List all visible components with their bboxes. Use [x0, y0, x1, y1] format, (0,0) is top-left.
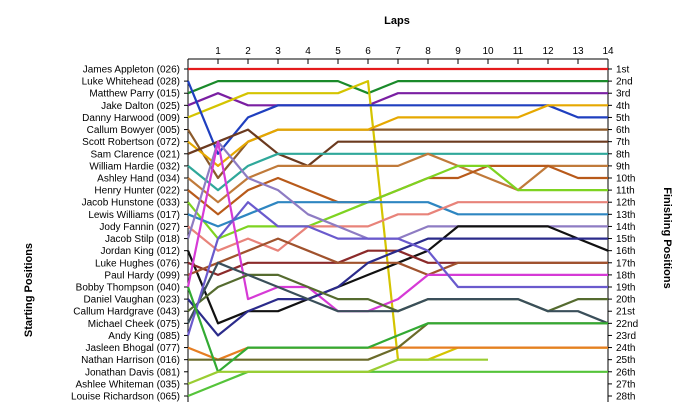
starting-position-label: Ashlee Whiteman (035) [76, 379, 181, 390]
finishing-position-label: 10th [616, 174, 635, 185]
starting-position-label: Matthew Parry (015) [89, 89, 180, 100]
starting-position-label: Andy King (085) [108, 331, 180, 342]
series-line-18 [187, 237, 608, 276]
series-line-5 [186, 80, 608, 155]
x-tick-label: 5 [335, 46, 341, 57]
finishing-position-label: 13th [616, 210, 635, 221]
series-line-9 [187, 152, 608, 192]
starting-position-label: Jake Dalton (025) [101, 101, 180, 112]
starting-position-label: Jacob Stilp (018) [105, 234, 180, 245]
starting-position-label: Luke Whitehead (028) [82, 77, 180, 88]
starting-position-label: Jody Fannin (027) [99, 222, 180, 233]
series-line-26 [186, 286, 608, 373]
x-tick-label: 13 [572, 46, 584, 57]
finishing-position-label: 24th [616, 343, 635, 354]
finishing-position-label: 21st [616, 307, 635, 318]
finishing-position-label: 26th [616, 367, 635, 378]
x-tick-label: 12 [542, 46, 554, 57]
starting-position-label: Scott Robertson (072) [82, 137, 180, 148]
x-tick-label: 1 [215, 46, 221, 57]
x-tick-label: 7 [395, 46, 401, 57]
finishing-position-label: 4th [616, 101, 630, 112]
x-tick-label: 2 [245, 46, 251, 57]
starting-position-label: Sam Clarence (021) [91, 149, 180, 160]
starting-position-label: Henry Hunter (022) [94, 186, 180, 197]
series-line-4 [187, 80, 608, 361]
finishing-position-label: 2nd [616, 77, 633, 88]
starting-position-label: Callum Hardgrave (043) [73, 307, 180, 318]
finishing-position-label: 22nd [616, 319, 638, 330]
finishing-position-label: 3rd [616, 89, 630, 100]
series-line-28 [187, 358, 488, 385]
finishing-position-label: 15th [616, 234, 635, 245]
finishing-position-label: 9th [616, 161, 630, 172]
x-tick-label: 6 [365, 46, 371, 57]
chart-title: Laps [384, 15, 410, 27]
series-line-2 [187, 80, 608, 95]
finishing-position-label: 16th [616, 246, 635, 257]
starting-position-label: Callum Bowyer (005) [87, 125, 180, 136]
starting-position-label: Ashley Hand (034) [97, 174, 180, 185]
starting-position-label: Jordan King (012) [101, 246, 181, 257]
finishing-position-label: 25th [616, 355, 635, 366]
series-line-14 [187, 201, 608, 252]
starting-position-label: Bobby Thompson (040) [76, 283, 180, 294]
finishing-position-label: 1st [616, 65, 630, 76]
finishing-position-label: 12th [616, 198, 635, 209]
starting-position-label: Daniel Vaughan (023) [83, 295, 180, 306]
series-line-8 [187, 128, 608, 167]
starting-position-label: Michael Cheek (075) [88, 319, 180, 330]
finishing-position-label: 28th [616, 392, 635, 403]
x-tick-label: 9 [455, 46, 461, 57]
starting-position-label: William Hardie (032) [89, 161, 180, 172]
series-line-27 [187, 370, 608, 398]
series-line-22 [187, 261, 609, 325]
series-lines [186, 67, 609, 398]
starting-position-label: Luke Hughes (076) [95, 258, 180, 269]
finishing-position-label: 17th [616, 258, 635, 269]
starting-position-label: James Appleton (026) [83, 65, 180, 76]
axes [184, 58, 612, 402]
finishing-position-label: 6th [616, 125, 630, 136]
starting-position-label: Paul Hardy (099) [104, 270, 180, 281]
finishing-position-label: 11th [616, 186, 635, 197]
finishing-position-label: 7th [616, 137, 630, 148]
x-tick-label: 14 [602, 46, 614, 57]
series-line-20 [187, 237, 608, 337]
x-tick-label: 11 [513, 46, 524, 57]
right-axis-label: Finishing Positions [661, 187, 673, 288]
starting-position-label: Jasleen Bhogal (077) [85, 343, 180, 354]
finishing-position-label: 23rd [616, 331, 636, 342]
finishing-position-label: 20th [616, 295, 635, 306]
starting-position-label: Louise Richardson (065) [71, 392, 180, 403]
left-axis-label: Starting Positions [23, 243, 35, 337]
finishing-position-label: 8th [616, 149, 630, 160]
series-line-3 [187, 92, 608, 107]
x-tick-label: 3 [275, 46, 281, 57]
starting-position-label: Danny Harwood (009) [82, 113, 180, 124]
finishing-position-label: 18th [616, 270, 635, 281]
starting-position-label: Jonathan Davis (081) [85, 367, 180, 378]
series-line-12 [187, 164, 608, 240]
series-line-7 [187, 104, 608, 167]
x-tick-label: 4 [305, 46, 311, 57]
x-tick-label: 8 [425, 46, 431, 57]
starting-position-label: Nathan Harrison (016) [81, 355, 180, 366]
x-tick-label: 10 [482, 46, 494, 57]
series-line-19 [186, 140, 608, 313]
series-line-21 [187, 273, 608, 313]
finishing-position-label: 14th [616, 222, 635, 233]
starting-position-label: Lewis Williams (017) [88, 210, 180, 221]
series-line-10 [187, 152, 608, 204]
starting-position-label: Jacob Hunstone (033) [82, 198, 180, 209]
series-line-23 [186, 201, 608, 336]
finishing-position-label: 5th [616, 113, 630, 124]
finishing-position-label: 27th [616, 379, 635, 390]
finishing-position-label: 19th [616, 283, 635, 294]
